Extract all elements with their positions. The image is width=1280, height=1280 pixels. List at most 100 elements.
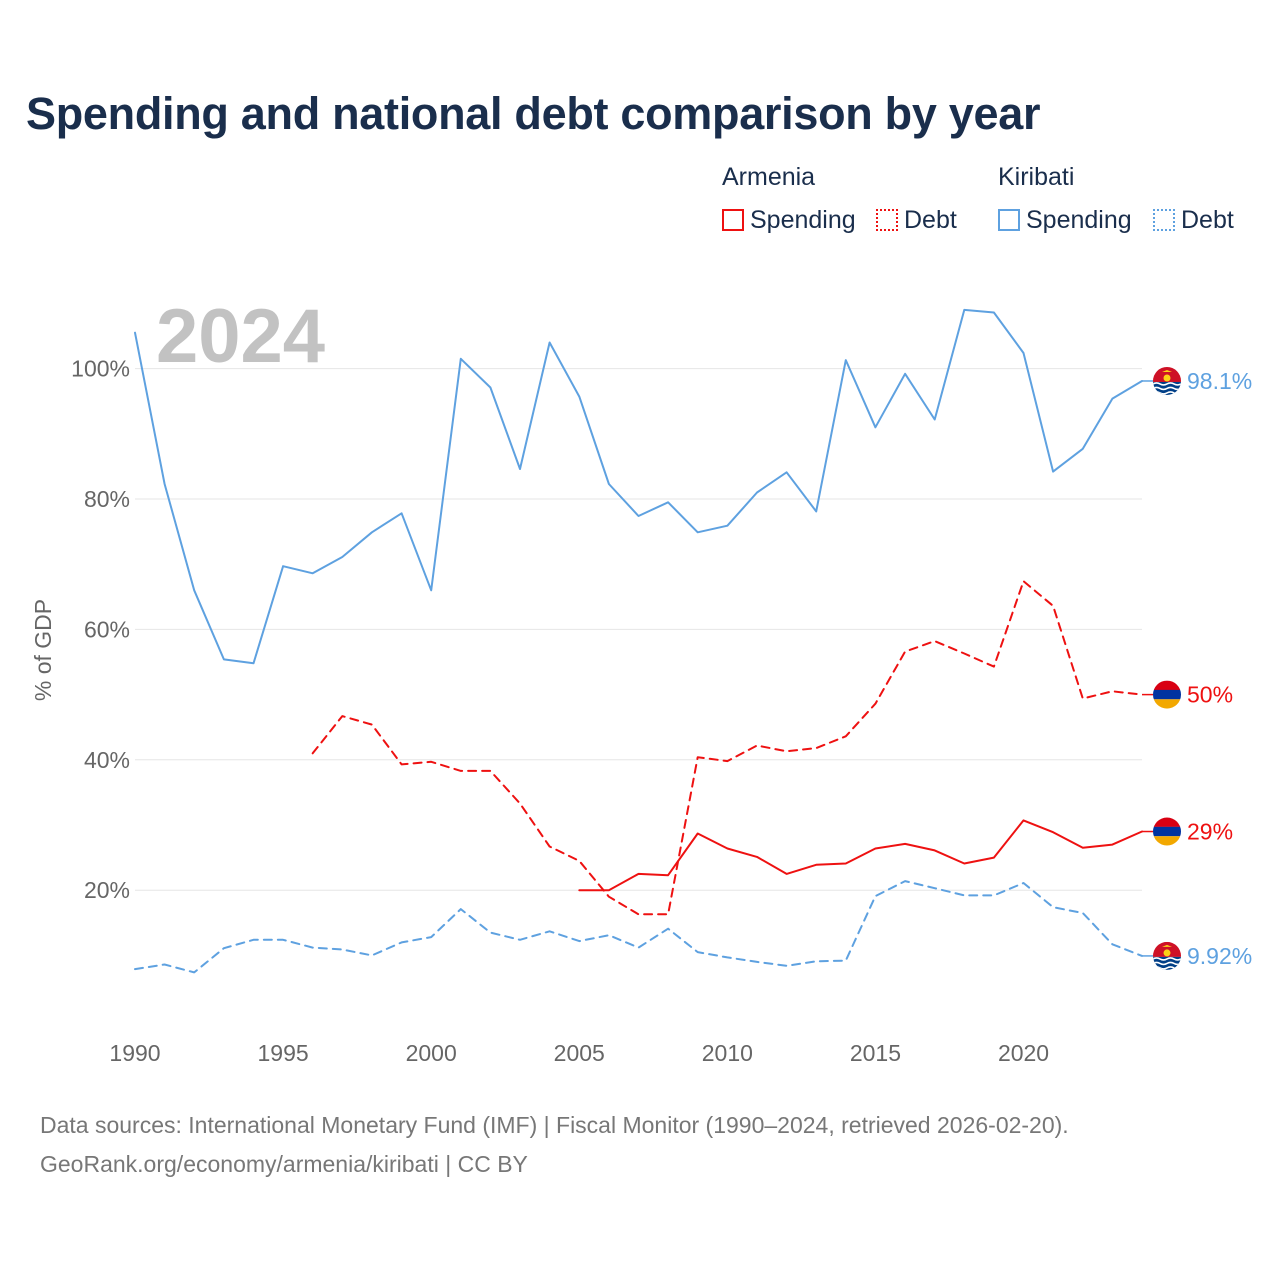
point-kiribati-debt-2022 bbox=[1080, 910, 1086, 916]
point-kiribati-spending-2003 bbox=[517, 466, 523, 472]
point-kiribati-spending-2012 bbox=[784, 469, 790, 475]
point-armenia-spending-2010 bbox=[724, 845, 730, 851]
y-tick-label-20: 20% bbox=[84, 877, 130, 903]
point-kiribati-debt-2007 bbox=[636, 945, 642, 951]
point-kiribati-debt-1998 bbox=[369, 952, 375, 958]
point-armenia-debt-2017 bbox=[932, 638, 938, 644]
point-kiribati-spending-2019 bbox=[991, 310, 997, 316]
end-marker-armenia-debt: 50% bbox=[1142, 680, 1233, 709]
point-kiribati-spending-2017 bbox=[932, 416, 938, 422]
point-kiribati-spending-2014 bbox=[843, 357, 849, 363]
legend-armenia-label: Armenia bbox=[722, 163, 816, 191]
point-kiribati-spending-2002 bbox=[487, 385, 493, 391]
point-armenia-debt-2004 bbox=[547, 844, 553, 850]
point-armenia-debt-1997 bbox=[339, 713, 345, 719]
chart-plot-area: 20% 40% 60% 80% 100% 1990 1995 2000 2005 2010 201… bbox=[30, 294, 1252, 1066]
legend-armenia-debt-label: Debt bbox=[904, 205, 957, 234]
point-armenia-spending-2005 bbox=[576, 887, 582, 893]
point-kiribati-spending-2020 bbox=[1021, 350, 1027, 356]
y-tick-label-40: 40% bbox=[84, 747, 130, 773]
point-armenia-spending-2012 bbox=[784, 871, 790, 877]
point-armenia-debt-2013 bbox=[813, 745, 819, 751]
x-tick-label-2015: 2015 bbox=[850, 1040, 901, 1066]
point-armenia-debt-2015 bbox=[872, 701, 878, 707]
point-kiribati-debt-2003 bbox=[517, 937, 523, 943]
end-marker-kiribati-spending: 98.1% bbox=[1142, 366, 1252, 395]
legend-kiribati-debt-swatch bbox=[1153, 209, 1175, 231]
end-marker-armenia-spending: 29% bbox=[1142, 817, 1233, 846]
point-kiribati-spending-1997 bbox=[339, 554, 345, 560]
point-kiribati-debt-2010 bbox=[724, 954, 730, 960]
point-armenia-spending-2009 bbox=[695, 830, 701, 836]
point-kiribati-spending-2001 bbox=[458, 356, 464, 362]
point-armenia-spending-2023 bbox=[1109, 842, 1115, 848]
point-armenia-spending-2021 bbox=[1050, 829, 1056, 835]
point-kiribati-debt-1997 bbox=[339, 947, 345, 953]
point-kiribati-spending-1998 bbox=[369, 529, 375, 535]
point-kiribati-debt-2014 bbox=[843, 958, 849, 964]
series-end-markers: 98.1% 50% 29% 9.92% bbox=[1142, 366, 1252, 970]
point-kiribati-spending-2004 bbox=[547, 340, 553, 346]
point-kiribati-spending-1993 bbox=[221, 656, 227, 662]
point-kiribati-spending-2007 bbox=[636, 513, 642, 519]
point-kiribati-spending-2010 bbox=[724, 523, 730, 529]
point-kiribati-debt-2017 bbox=[932, 885, 938, 891]
point-kiribati-spending-1995 bbox=[280, 563, 286, 569]
point-kiribati-spending-2016 bbox=[902, 371, 908, 377]
x-tick-label-1995: 1995 bbox=[258, 1040, 309, 1066]
point-armenia-debt-2001 bbox=[458, 768, 464, 774]
point-armenia-spending-2020 bbox=[1021, 817, 1027, 823]
point-kiribati-debt-2019 bbox=[991, 892, 997, 898]
point-kiribati-debt-2020 bbox=[1021, 880, 1027, 886]
point-armenia-spending-2019 bbox=[991, 855, 997, 861]
point-kiribati-spending-1996 bbox=[310, 570, 316, 576]
point-kiribati-debt-2002 bbox=[487, 930, 493, 936]
point-armenia-debt-2005 bbox=[576, 858, 582, 864]
point-armenia-spending-2013 bbox=[813, 862, 819, 868]
end-label-kiribati-debt: 9.92% bbox=[1187, 943, 1252, 969]
point-kiribati-spending-2018 bbox=[961, 307, 967, 313]
point-armenia-debt-2012 bbox=[784, 748, 790, 754]
point-armenia-spending-2007 bbox=[636, 871, 642, 877]
point-kiribati-spending-2022 bbox=[1080, 446, 1086, 452]
kiribati-flag-icon bbox=[1153, 941, 1181, 970]
point-kiribati-debt-2013 bbox=[813, 958, 819, 964]
point-kiribati-debt-2023 bbox=[1109, 941, 1115, 947]
y-tick-label-80: 80% bbox=[84, 486, 130, 512]
chart-title: Spending and national debt comparison by… bbox=[26, 88, 1041, 139]
x-tick-label-2010: 2010 bbox=[702, 1040, 753, 1066]
legend-kiribati-spending-swatch bbox=[998, 209, 1020, 231]
y-tick-label-60: 60% bbox=[84, 616, 130, 642]
point-kiribati-debt-2006 bbox=[606, 932, 612, 938]
legend-kiribati-debt-label: Debt bbox=[1181, 205, 1234, 234]
series-line-kiribati-spending bbox=[134, 308, 1143, 665]
point-kiribati-spending-2015 bbox=[872, 424, 878, 430]
legend-kiribati-debt[interactable]: Debt bbox=[1153, 205, 1234, 235]
point-armenia-debt-1996 bbox=[310, 750, 316, 756]
end-label-armenia-spending: 29% bbox=[1187, 819, 1233, 845]
point-armenia-debt-2022 bbox=[1080, 696, 1086, 702]
legend-kiribati-spending[interactable]: Spending bbox=[998, 205, 1132, 235]
point-armenia-debt-2016 bbox=[902, 649, 908, 655]
legend-armenia-spending[interactable]: Spending bbox=[722, 205, 856, 235]
point-kiribati-spending-2006 bbox=[606, 481, 612, 487]
point-kiribati-debt-2011 bbox=[754, 959, 760, 965]
point-armenia-spending-2015 bbox=[872, 845, 878, 851]
legend-armenia-debt[interactable]: Debt bbox=[876, 205, 957, 235]
point-kiribati-spending-1999 bbox=[399, 510, 405, 516]
series-line-armenia-spending bbox=[578, 819, 1143, 892]
source-url[interactable]: GeoRank.org/economy/armenia/kiribati | C… bbox=[40, 1151, 528, 1177]
point-kiribati-debt-2021 bbox=[1050, 904, 1056, 910]
point-armenia-debt-2019 bbox=[991, 664, 997, 670]
point-armenia-debt-2002 bbox=[487, 768, 493, 774]
x-tick-label-2020: 2020 bbox=[998, 1040, 1049, 1066]
point-kiribati-spending-1994 bbox=[250, 660, 256, 666]
point-armenia-debt-2020 bbox=[1021, 578, 1027, 584]
point-armenia-debt-2006 bbox=[606, 894, 612, 900]
point-kiribati-debt-2008 bbox=[665, 926, 671, 932]
x-tick-label-2000: 2000 bbox=[406, 1040, 457, 1066]
point-kiribati-spending-1990 bbox=[132, 330, 138, 336]
armenia-flag-icon bbox=[1153, 817, 1181, 846]
point-kiribati-debt-1995 bbox=[280, 937, 286, 943]
point-armenia-debt-2023 bbox=[1109, 688, 1115, 694]
